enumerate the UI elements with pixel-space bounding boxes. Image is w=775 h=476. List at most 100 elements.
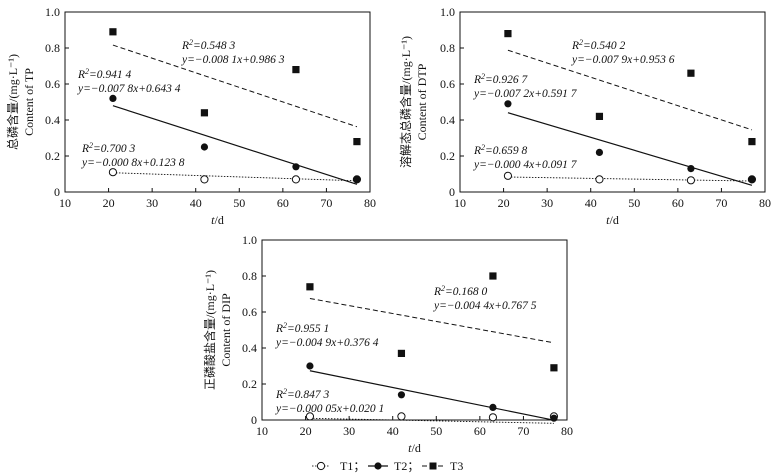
x-axis-label: t/d — [606, 213, 619, 227]
x-tick-label: 40 — [585, 196, 597, 210]
r-squared-t2: R2=0.955 1 — [275, 321, 329, 335]
x-tick-label: 50 — [430, 424, 442, 438]
fit-equation-t2: y=−0.007 2x+0.591 7 — [473, 88, 578, 100]
data-point-t2 — [292, 163, 300, 171]
legend-t1-label: T1； — [340, 459, 365, 473]
r-squared-t3: R2=0.168 0 — [433, 284, 488, 298]
legend-t2-marker — [374, 462, 382, 470]
x-tick-label: 20 — [300, 424, 312, 438]
chart-panel-dip: 10 20 30 40 50 60 70 80 0 0.2 0.4 0.6 0.8 1.0 t/d 正磷酸盐含… — [202, 233, 573, 455]
y-axis-label-en: Content of DTP — [415, 63, 429, 140]
y-tick-label: 0.6 — [242, 305, 257, 319]
y-tick-label: 0.8 — [440, 41, 455, 55]
y-tick-label: 1.0 — [440, 5, 455, 19]
plot-frame — [261, 239, 568, 421]
legend-t3-marker — [429, 462, 437, 470]
data-point-t2 — [504, 100, 512, 108]
fit-equation-t1: y=−0.000 05x+0.020 1 — [275, 403, 384, 415]
data-point-t1 — [200, 175, 209, 184]
x-tick-label: 60 — [672, 196, 684, 210]
x-tick-label: 20 — [498, 196, 510, 210]
x-tick-label: 10 — [59, 196, 71, 210]
data-point-t2 — [595, 148, 604, 156]
y-axis-label-en: Content of DIP — [219, 293, 233, 367]
fit-equation-t3: y=−0.008 1x+0.986 3 — [181, 54, 285, 66]
data-point-t1 — [305, 412, 315, 421]
x-axis-label: t/d — [211, 213, 224, 227]
data-point-t2 — [353, 175, 361, 183]
fit-line-t3 — [309, 297, 555, 344]
fit-equation-t3: y=−0.007 9x+0.953 6 — [571, 54, 675, 66]
r-squared-t3: R2=0.540 2 — [571, 38, 626, 52]
fit-line-t2 — [309, 370, 555, 421]
y-tick-label: 1.0 — [45, 5, 60, 19]
x-tick-label: 40 — [190, 196, 202, 210]
fit-line-t3 — [507, 49, 753, 131]
fit-equation-t2: y=−0.004 9x+0.376 4 — [275, 337, 379, 349]
x-tick-label: 30 — [541, 196, 553, 210]
fit-line-t1 — [309, 417, 554, 424]
data-point-t1 — [291, 175, 301, 184]
x-tick-label: 50 — [233, 196, 245, 210]
y-tick-label: 0.2 — [440, 149, 455, 163]
r-squared-t3: R2=0.548 3 — [181, 38, 236, 52]
x-tick-label: 30 — [146, 196, 158, 210]
data-point-t2 — [550, 414, 558, 422]
data-point-t3 — [748, 138, 756, 146]
y-axis-label-cn: 总磷含量/(mg·L⁻¹) — [5, 54, 20, 150]
data-point-t3 — [687, 69, 695, 77]
data-point-t2 — [109, 94, 117, 102]
data-point-t1 — [686, 176, 696, 185]
r-squared-t2: R2=0.941 4 — [77, 67, 132, 81]
legend: T1； T2； T3 — [312, 459, 463, 473]
y-tick-label: 0.8 — [45, 41, 60, 55]
plot-frame — [64, 11, 371, 193]
y-tick-label: 0.2 — [45, 149, 60, 163]
x-tick-label: 70 — [320, 196, 332, 210]
data-point-t2 — [748, 175, 756, 183]
y-tick-label: 0 — [251, 413, 257, 427]
data-point-t3 — [200, 109, 209, 117]
fit-line-t1 — [112, 172, 357, 182]
plot-frame — [459, 11, 766, 193]
data-point-t1 — [397, 412, 406, 421]
data-point-t2 — [306, 362, 314, 370]
data-point-t3 — [397, 349, 406, 357]
y-tick-label: 0.4 — [242, 341, 257, 355]
data-point-t2 — [200, 143, 209, 151]
data-point-t1 — [503, 171, 513, 180]
data-point-t1 — [595, 175, 604, 184]
x-tick-label: 60 — [277, 196, 289, 210]
x-tick-label: 50 — [628, 196, 640, 210]
data-point-t2 — [489, 403, 497, 411]
chart-panel-dtp: 10 20 30 40 50 60 70 80 0 0.2 0.4 0.6 0.8 1.0 t/d 溶解态总磷… — [398, 5, 771, 227]
y-tick-label: 0.6 — [45, 77, 60, 91]
x-tick-label: 60 — [474, 424, 486, 438]
x-tick-label: 80 — [759, 196, 771, 210]
x-tick-label: 10 — [256, 424, 268, 438]
fit-equation-t2: y=−0.007 8x+0.643 4 — [77, 83, 181, 95]
fit-equation-t3: y=−0.004 4x+0.767 5 — [433, 300, 537, 312]
r-squared-t1: R2=0.700 3 — [81, 141, 136, 155]
y-axis-label-cn: 溶解态总磷含量/(mg·L⁻¹) — [398, 36, 413, 168]
y-axis-label-cn: 正磷酸盐含量/(mg·L⁻¹) — [202, 270, 217, 390]
y-tick-label: 1.0 — [242, 233, 257, 247]
data-point-t2 — [397, 391, 406, 399]
fit-line-t3 — [112, 44, 358, 128]
x-tick-label: 40 — [387, 424, 399, 438]
x-tick-label: 10 — [454, 196, 466, 210]
data-point-t3 — [109, 28, 117, 36]
r-squared-t1: R2=0.847 3 — [275, 387, 330, 401]
data-point-t3 — [504, 30, 512, 38]
x-axis-label: t/d — [408, 441, 421, 455]
legend-t1-marker — [316, 461, 326, 471]
r-squared-t2: R2=0.926 7 — [473, 72, 529, 86]
data-point-t2 — [687, 165, 695, 173]
y-tick-label: 0.2 — [242, 377, 257, 391]
data-point-t3 — [595, 112, 604, 120]
y-tick-label: 0 — [54, 185, 60, 199]
data-point-t3 — [306, 283, 314, 291]
data-point-t3 — [353, 138, 361, 146]
x-tick-label: 70 — [715, 196, 727, 210]
